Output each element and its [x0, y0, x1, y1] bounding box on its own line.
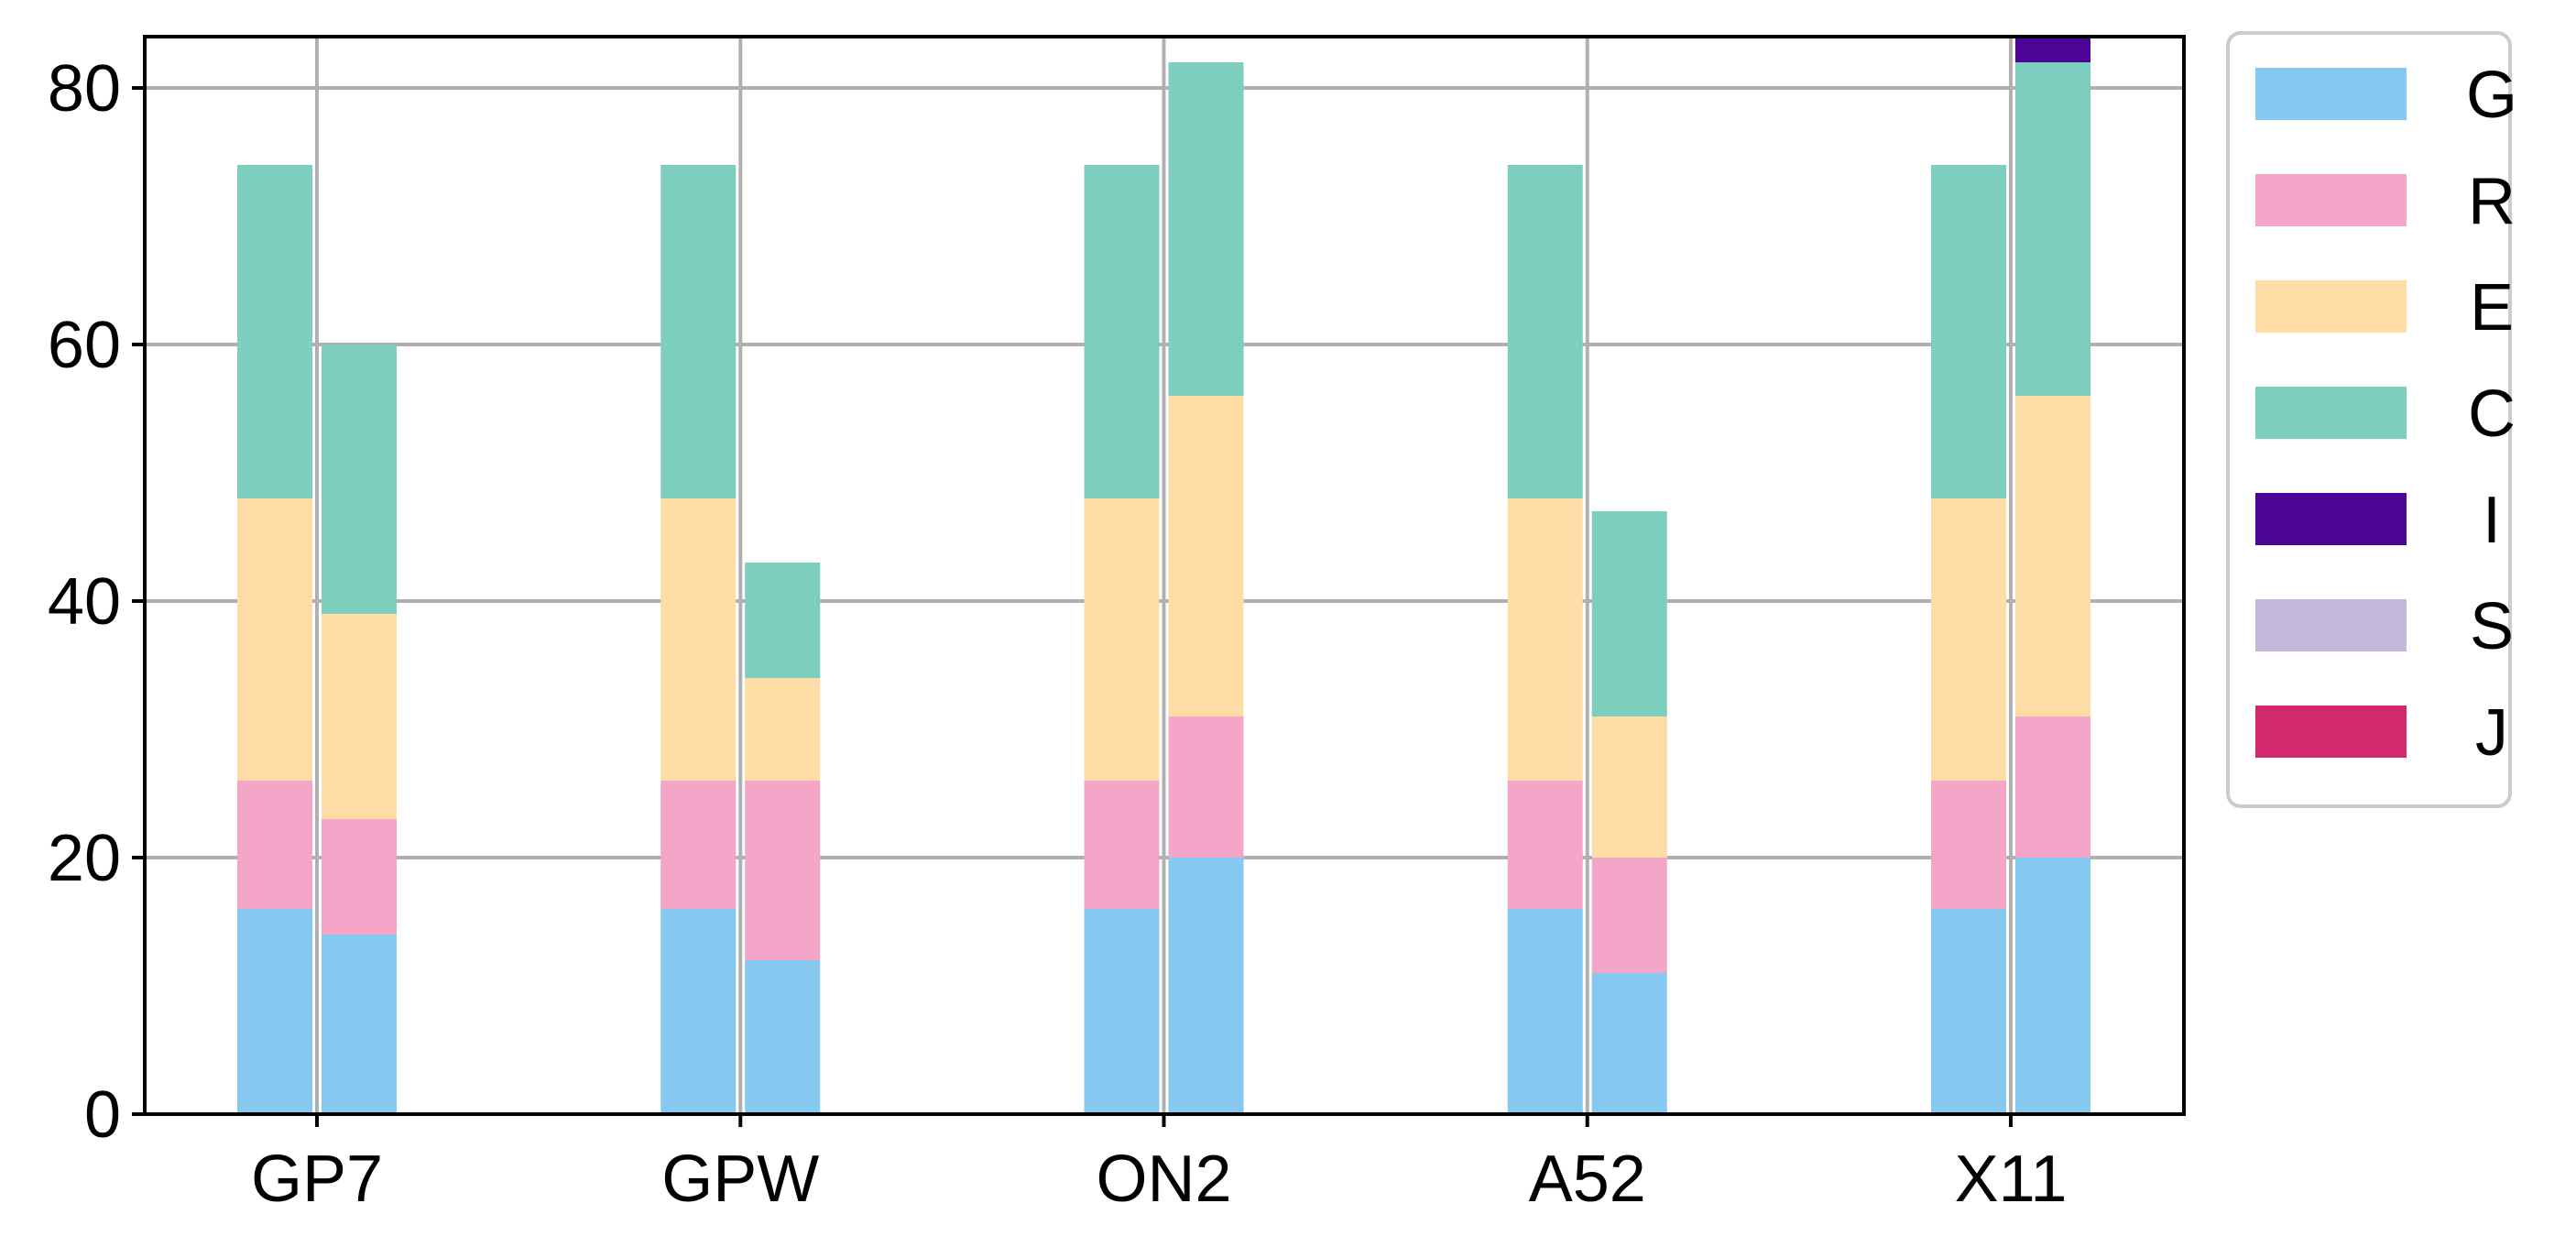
y-tick-label: 60 — [48, 309, 121, 382]
bar-segment-on2-right-c — [1168, 62, 1244, 396]
bar-segment-x11-left-c — [1931, 165, 2006, 498]
legend-label: J — [2475, 696, 2508, 770]
bar-segment-on2-left-g — [1084, 909, 1160, 1114]
legend-item-e[interactable]: E — [2255, 271, 2514, 345]
bar-segment-gpw-left-r — [660, 781, 737, 909]
x-tick-label-on2: ON2 — [1096, 1143, 1231, 1216]
y-axis-ticks: 0 20 40 60 80 — [48, 52, 145, 1152]
bar-segment-gp7-right-e — [322, 614, 397, 819]
bar-segment-on2-right-r — [1168, 716, 1244, 858]
x-tick-label-a52: A52 — [1529, 1143, 1646, 1216]
bar-segment-a52-left-g — [1507, 909, 1583, 1114]
x-tick-label-gp7: GP7 — [251, 1143, 383, 1216]
y-tick-label: 20 — [48, 822, 121, 895]
bar-segment-on2-left-e — [1084, 498, 1160, 781]
legend-item-g[interactable]: G — [2255, 59, 2517, 132]
bar-segment-gp7-right-g — [322, 935, 397, 1114]
legend-swatch — [2255, 387, 2407, 439]
bar-segment-gpw-right-e — [745, 678, 821, 781]
bar-segment-a52-right-g — [1591, 973, 1667, 1114]
legend-label: C — [2468, 377, 2516, 451]
y-tick-label: 40 — [48, 565, 121, 639]
x-tick-label-x11: X11 — [1955, 1143, 2068, 1216]
bar-segment-x11-left-e — [1931, 498, 2006, 781]
legend-swatch — [2255, 174, 2407, 226]
bar-segment-a52-left-e — [1507, 498, 1583, 781]
legend-label: I — [2483, 484, 2501, 557]
legend-item-j[interactable]: J — [2255, 696, 2508, 770]
bar-segment-gpw-left-c — [660, 165, 737, 498]
bar-segment-x11-left-r — [1931, 781, 2006, 909]
bar-segment-gp7-left-c — [237, 165, 312, 498]
legend-label: E — [2470, 271, 2514, 345]
bar-segment-gpw-right-r — [745, 781, 821, 960]
legend-swatch — [2255, 706, 2407, 758]
bar-segment-on2-right-g — [1168, 858, 1244, 1114]
legend-swatch — [2255, 280, 2407, 333]
bar-segment-gpw-right-g — [745, 960, 821, 1114]
bar-segment-a52-right-e — [1591, 716, 1667, 858]
bar-segment-a52-left-c — [1507, 165, 1583, 498]
bar-segment-a52-left-r — [1507, 781, 1583, 909]
bar-segment-gp7-left-r — [237, 781, 312, 909]
bar-segment-x11-right-g — [2015, 858, 2090, 1114]
legend-item-r[interactable]: R — [2255, 165, 2516, 238]
bar-segment-gpw-right-c — [745, 563, 821, 678]
bar-segment-gpw-left-e — [660, 498, 737, 781]
bar-segment-on2-right-e — [1168, 396, 1244, 716]
legend-swatch — [2255, 493, 2407, 545]
bar-segment-gp7-left-g — [237, 909, 312, 1114]
bar-segment-on2-left-r — [1084, 781, 1160, 909]
legend-label: R — [2468, 165, 2516, 238]
bar-segment-gp7-left-e — [237, 498, 312, 781]
y-tick-label: 80 — [48, 52, 121, 126]
bar-segment-x11-right-i — [2015, 37, 2090, 62]
bar-segment-x11-right-e — [2015, 396, 2090, 716]
bar-segment-on2-left-c — [1084, 165, 1160, 498]
bars — [237, 37, 2090, 1114]
bar-segment-a52-right-c — [1591, 511, 1667, 716]
legend-label: G — [2466, 59, 2517, 132]
legend-swatch — [2255, 68, 2407, 120]
legend-item-c[interactable]: C — [2255, 377, 2516, 451]
legend-item-s[interactable]: S — [2255, 590, 2514, 663]
y-tick-label: 0 — [84, 1078, 121, 1152]
legend-label: S — [2470, 590, 2514, 663]
x-axis-ticks: GP7 GPW ON2 A52 X11 — [251, 1114, 2067, 1216]
bar-segment-gp7-right-r — [322, 819, 397, 935]
bar-segment-gp7-right-c — [322, 345, 397, 614]
bar-segment-x11-right-c — [2015, 62, 2090, 396]
x-tick-label-gpw: GPW — [661, 1143, 819, 1216]
bar-segment-x11-right-r — [2015, 716, 2090, 858]
bar-segment-x11-left-g — [1931, 909, 2006, 1114]
plot-area: GP7 GPW ON2 A52 X11 0 20 40 60 80 — [48, 35, 2186, 1216]
bar-segment-a52-right-r — [1591, 858, 1667, 973]
bar-segment-gpw-left-g — [660, 909, 737, 1114]
legend-item-i[interactable]: I — [2255, 484, 2501, 557]
legend-swatch — [2255, 599, 2407, 651]
